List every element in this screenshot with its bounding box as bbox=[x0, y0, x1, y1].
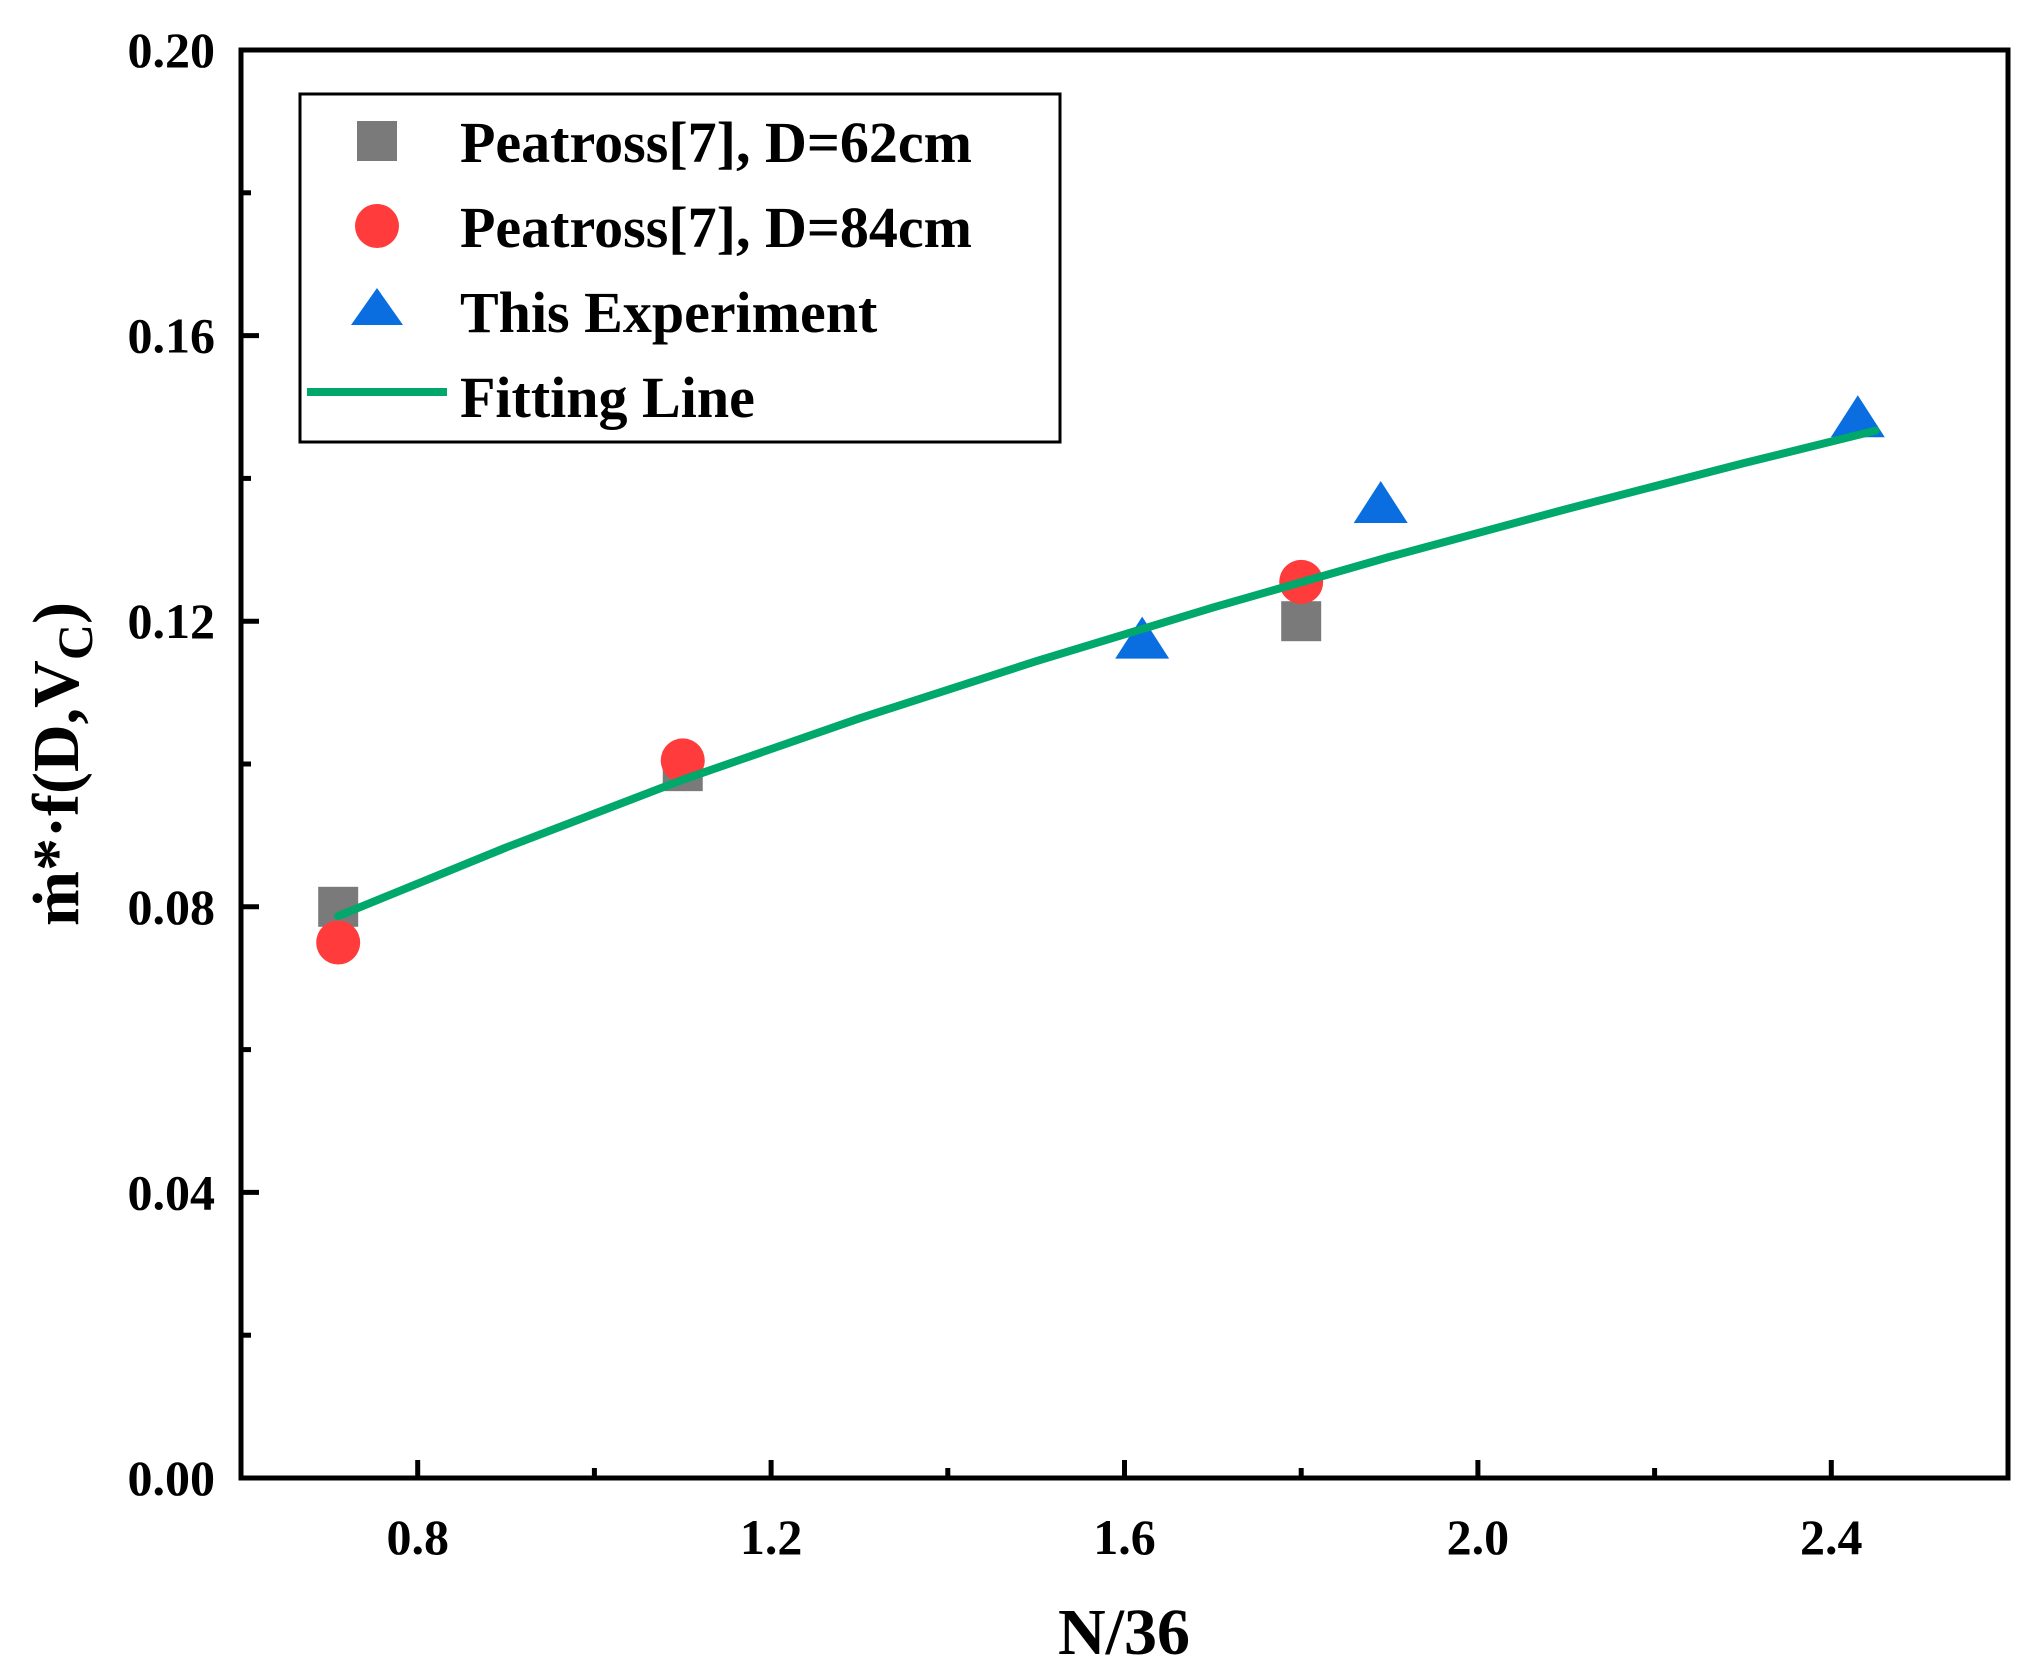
fitting-line bbox=[334, 426, 1880, 921]
point-experiment bbox=[1353, 480, 1408, 523]
legend-label-fitting: Fitting Line bbox=[460, 365, 755, 430]
x-tick-label: 1.2 bbox=[740, 1509, 803, 1565]
tick-labels: 0.8 1.2 1.6 2.0 2.4 0.00 0.04 0.08 0.12 0.16 0.20 bbox=[128, 22, 1863, 1565]
point-experiment bbox=[1830, 395, 1885, 438]
point-d62 bbox=[1281, 601, 1322, 642]
x-tick-label: 2.4 bbox=[1800, 1509, 1863, 1565]
y-tick-label: 0.12 bbox=[128, 593, 216, 649]
y-tick-label: 0.08 bbox=[128, 879, 216, 935]
y-tick-label: 0.04 bbox=[128, 1164, 216, 1220]
y-tick-label: 0.20 bbox=[128, 22, 216, 78]
point-d84 bbox=[660, 738, 705, 783]
legend: Peatross[7], D=62cm Peatross[7], D=84cm … bbox=[298, 92, 1062, 444]
legend-box bbox=[298, 92, 1062, 444]
x-tick-label: 0.8 bbox=[386, 1509, 449, 1565]
legend-marker-square bbox=[357, 121, 397, 161]
legend-marker-circle bbox=[355, 204, 399, 248]
point-d84 bbox=[316, 920, 361, 965]
data-marks bbox=[316, 395, 1885, 965]
legend-marker-triangle bbox=[351, 288, 403, 325]
y-axis-title-subscript: C bbox=[47, 624, 103, 660]
legend-label-d84: Peatross[7], D=84cm bbox=[460, 195, 972, 260]
y-axis-title-close: ) bbox=[20, 602, 93, 624]
x-tick-label: 1.6 bbox=[1093, 1509, 1156, 1565]
y-tick-label: 0.00 bbox=[128, 1450, 216, 1506]
axis-ticks bbox=[241, 47, 1834, 1481]
x-axis-title: N/36 bbox=[1058, 1596, 1190, 1669]
point-experiment bbox=[1115, 616, 1170, 659]
y-axis-title: ṁ*·f(D,VC) bbox=[20, 602, 103, 926]
legend-label-d62: Peatross[7], D=62cm bbox=[460, 110, 972, 175]
legend-label-experiment: This Experiment bbox=[460, 280, 878, 345]
y-axis-title-main: ṁ*·f(D,V bbox=[20, 660, 93, 926]
y-tick-label: 0.16 bbox=[128, 308, 216, 364]
x-tick-label: 2.0 bbox=[1447, 1509, 1510, 1565]
